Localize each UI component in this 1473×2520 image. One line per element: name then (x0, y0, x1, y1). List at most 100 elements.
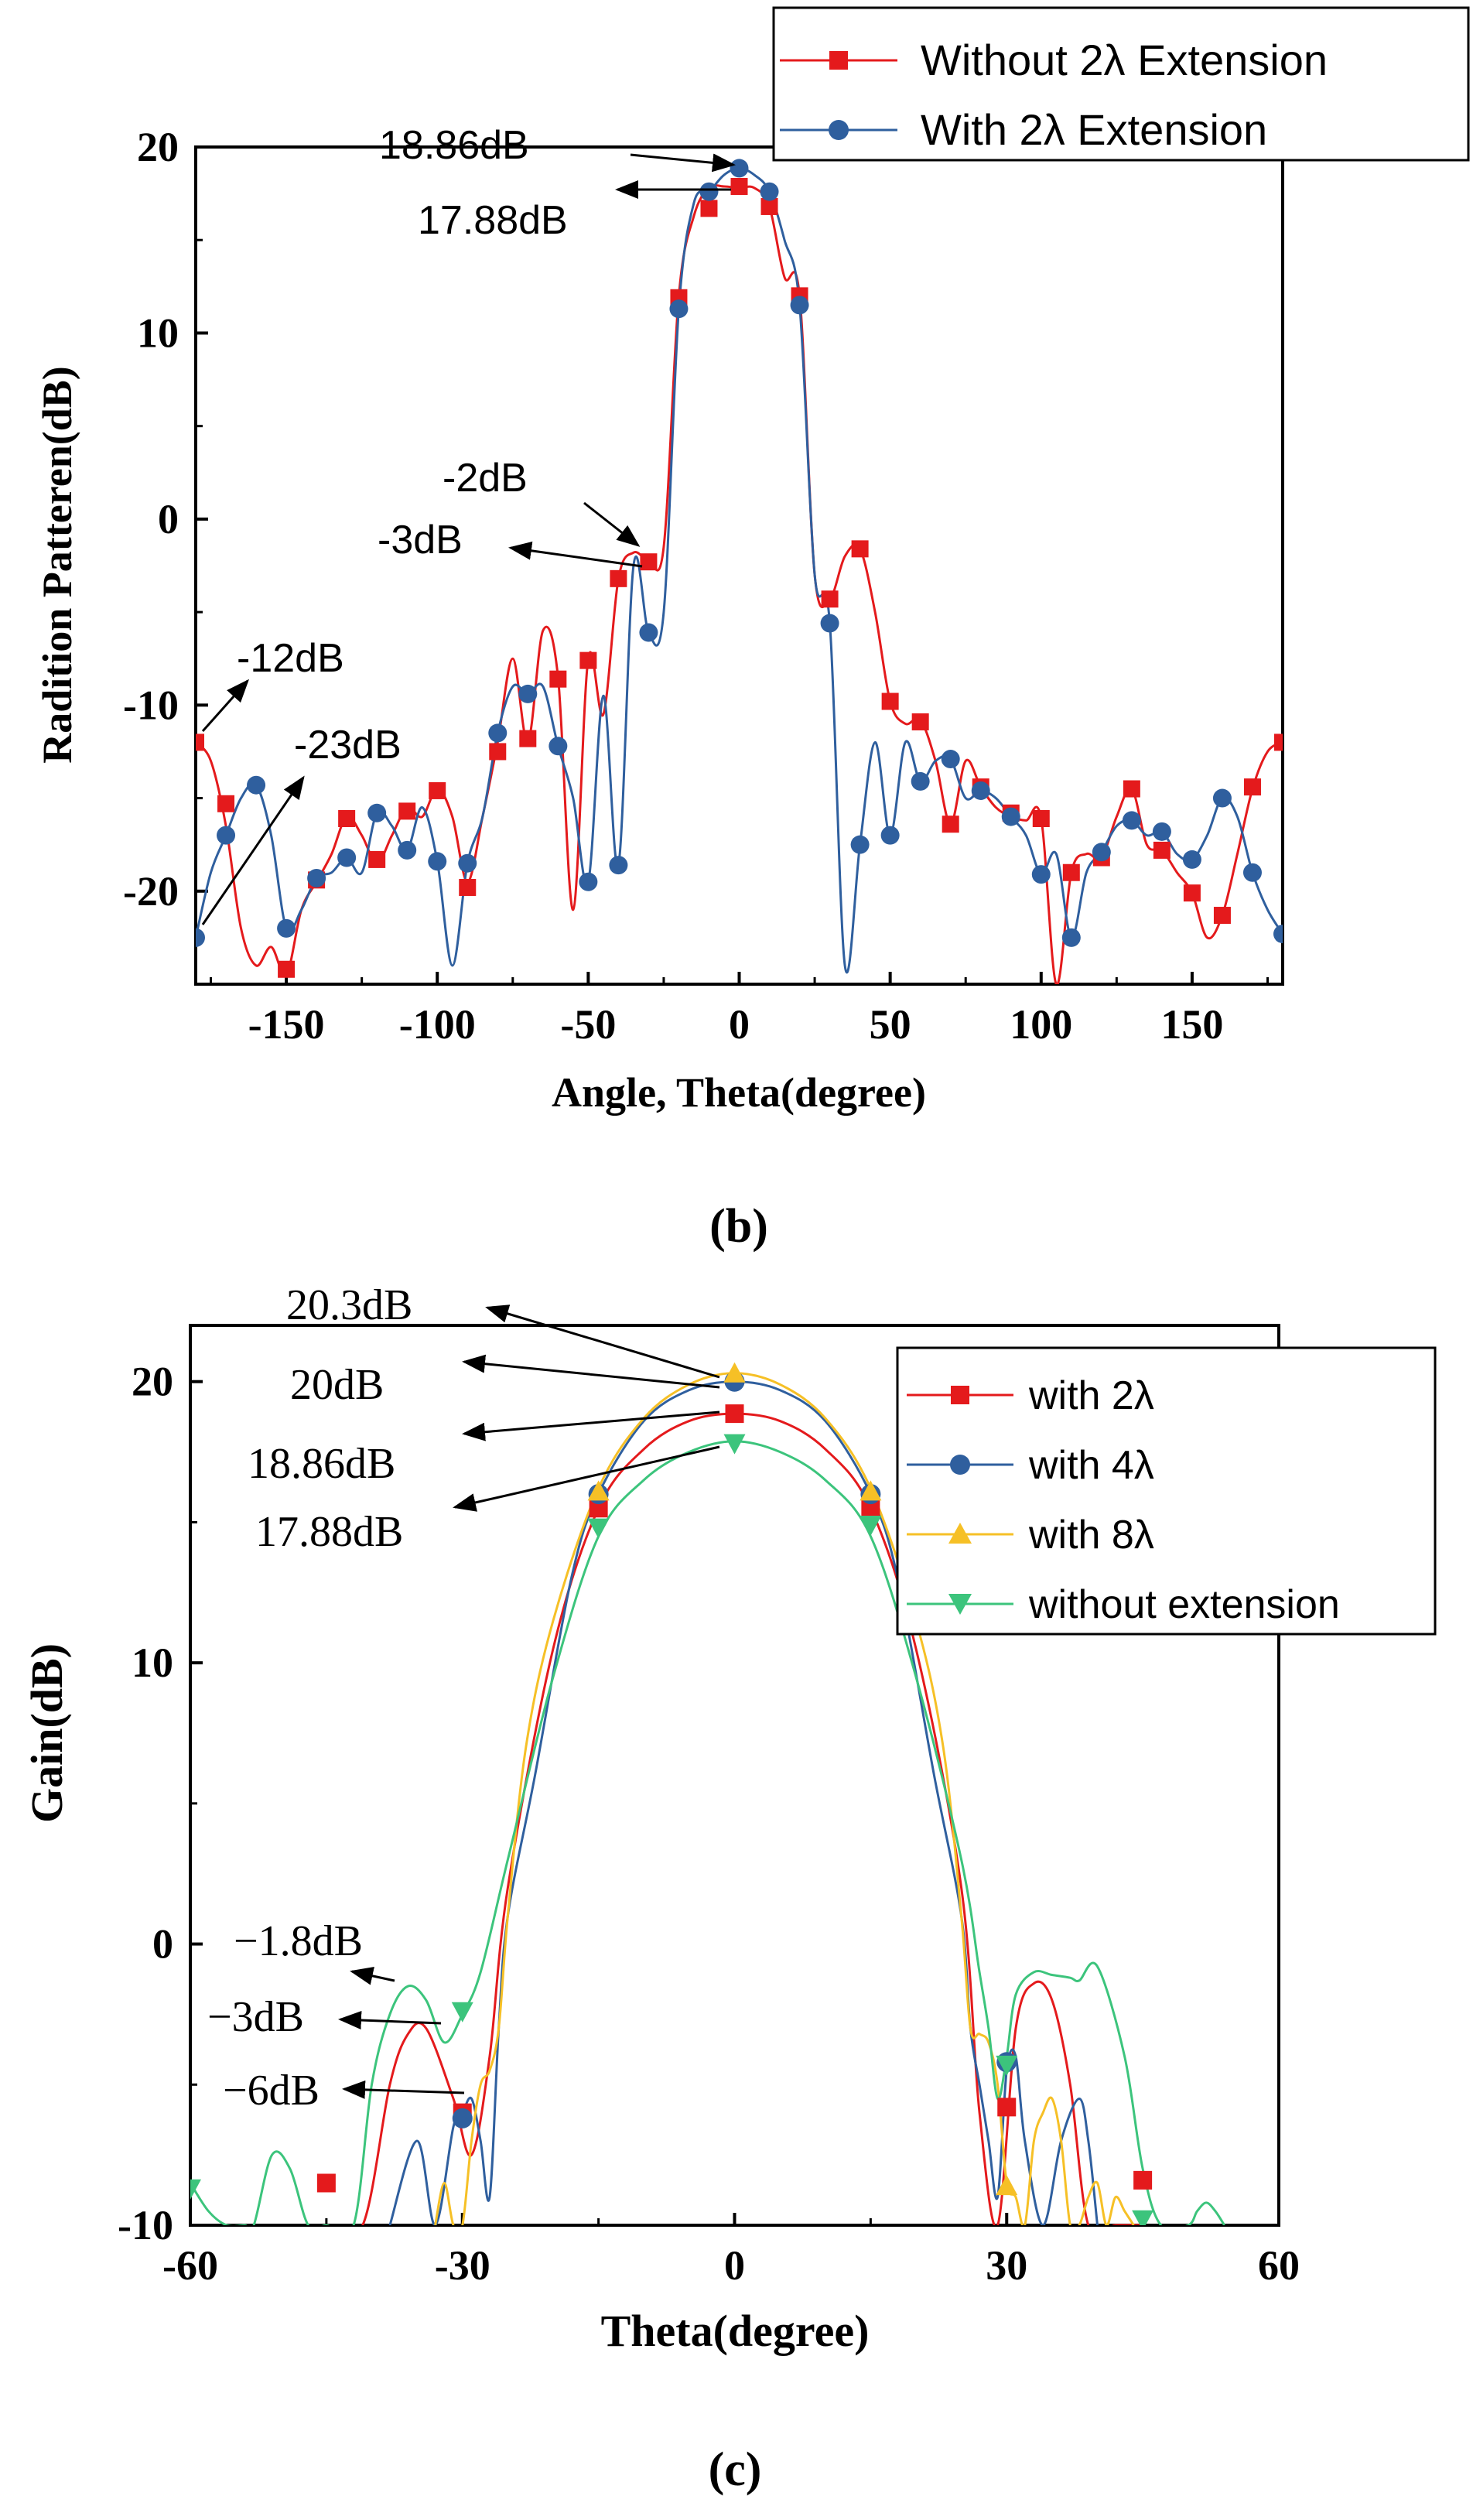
plot-area-frame (194, 145, 1284, 986)
data-point (196, 733, 204, 751)
legend-swatch-marker (829, 120, 849, 140)
data-point (1132, 2210, 1154, 2225)
x-tick-label: -100 (399, 1001, 476, 1048)
data-point (428, 852, 447, 871)
series-line (196, 184, 1283, 984)
annotation-arrow (508, 541, 643, 568)
y-tick-label: 0 (158, 496, 179, 542)
data-point (609, 856, 628, 875)
data-point (1122, 811, 1141, 830)
data-point (760, 197, 778, 215)
data-point (451, 2002, 473, 2022)
series-lines (196, 166, 1283, 984)
data-point (1133, 2170, 1153, 2190)
x-tick-label: 30 (986, 2242, 1027, 2289)
data-point (911, 713, 929, 730)
series-line (326, 1412, 1143, 2225)
legend-entry: Without 2λ Extension (921, 36, 1328, 84)
data-point (1212, 788, 1232, 808)
data-point (549, 737, 568, 756)
legend-swatch-marker (951, 1386, 969, 1404)
legend: with 2λ with 4λ with 8λ without extensio… (896, 1346, 1437, 1636)
data-point (723, 1362, 746, 1383)
y-axis-label: Gain(dB) (22, 1643, 72, 1823)
data-point (1213, 907, 1231, 925)
data-point (247, 775, 266, 795)
data-point (337, 848, 357, 867)
series-line (196, 166, 1283, 974)
annotation-arrow (350, 1967, 395, 1985)
data-point (1092, 843, 1111, 862)
x-tick-label: -60 (162, 2242, 218, 2289)
x-tick-label: -30 (435, 2242, 490, 2289)
data-point (730, 159, 749, 178)
data-point (519, 730, 537, 747)
data-point (760, 182, 779, 201)
y-tick-label: -10 (118, 2202, 173, 2248)
data-point (1123, 780, 1140, 798)
annotation-sidelobe-1-8db: −1.8dB (234, 1917, 363, 1965)
data-point (881, 692, 899, 710)
annotation-peak-8lambda: 20.3dB (286, 1281, 412, 1329)
data-point (459, 878, 477, 896)
y-tick-label: -20 (123, 868, 179, 915)
legend-box (772, 6, 1470, 162)
data-point (1273, 925, 1283, 944)
data-point (860, 1480, 882, 1501)
data-point (278, 960, 296, 978)
data-point (367, 803, 387, 822)
x-tick-label: 150 (1160, 1001, 1223, 1048)
annotation-peak-without: 17.88dB (255, 1508, 403, 1556)
data-point (700, 200, 718, 217)
data-point (398, 840, 417, 860)
panel-label: (c) (709, 2443, 762, 2496)
annotation-peak-2lambda: 18.86dB (248, 1440, 395, 1488)
data-point (725, 1404, 744, 1424)
panel-label: (b) (709, 1200, 768, 1253)
data-point (518, 684, 538, 703)
annotations: 18.86dB 17.88dB -2dB -3dB -12dB -23dB (201, 123, 736, 925)
series-line (190, 1440, 1225, 2225)
data-point (1243, 778, 1261, 796)
annotation-sidelobe-6db: −6dB (223, 2067, 320, 2115)
data-point (338, 810, 356, 828)
data-point (190, 2179, 201, 2200)
legend-entry: without extension (1028, 1582, 1340, 1627)
data-point (820, 614, 839, 633)
legend-swatch-marker (950, 1455, 970, 1475)
y-tick-label: 10 (132, 1640, 173, 1686)
data-point (880, 826, 900, 845)
data-point (790, 296, 809, 315)
data-point (640, 553, 658, 571)
data-point (730, 177, 748, 195)
axis-ticks (196, 145, 1269, 984)
legend-swatch-marker (948, 1523, 972, 1544)
data-point (911, 771, 930, 791)
x-tick-label: 0 (729, 1001, 750, 1048)
data-point (860, 1516, 882, 1537)
chart-panel-c: -60 -30 0 30 60 -10 0 10 20 Theta(degree) Gain(d… (22, 1281, 1437, 2496)
data-point (941, 750, 960, 769)
x-axis-label: Theta(degree) (601, 2306, 870, 2356)
data-point (639, 623, 658, 642)
data-point (549, 670, 567, 688)
x-axis-label: Angle, Theta(degree) (552, 1069, 926, 1116)
data-point (277, 918, 296, 938)
legend-entry: with 2λ (1028, 1373, 1154, 1418)
data-point (398, 802, 416, 820)
y-tick-label: -10 (123, 682, 179, 728)
data-point (821, 590, 839, 608)
annotation-arrow (342, 2080, 465, 2099)
data-point (1182, 850, 1201, 869)
data-point (316, 2173, 336, 2193)
data-point (1274, 733, 1283, 751)
annotation-sidelobe-3db: -3dB (378, 518, 463, 562)
x-tick-label: 50 (870, 1001, 911, 1048)
annotation-sidelobe-3db: −3dB (207, 1993, 304, 2041)
data-point (699, 182, 719, 201)
annotation-arrow (485, 1304, 720, 1379)
legend-entry: with 4λ (1028, 1443, 1154, 1488)
legend-entry: with 8λ (1028, 1513, 1154, 1557)
